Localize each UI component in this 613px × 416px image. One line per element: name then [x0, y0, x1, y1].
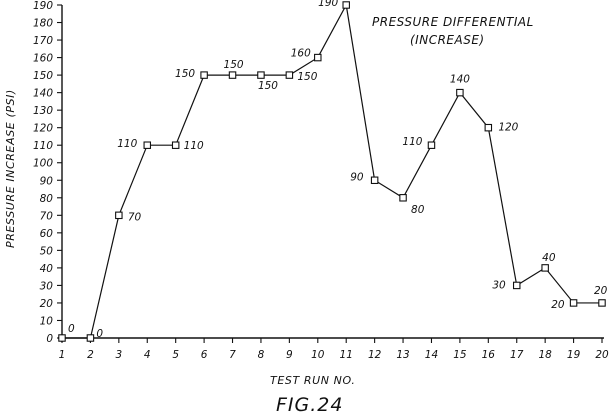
data-label: 20 [594, 285, 608, 297]
y-tick-label: 10 [40, 315, 54, 327]
y-tick-label: 190 [33, 0, 53, 12]
data-label: 90 [350, 171, 364, 183]
x-tick-label: 12 [368, 349, 382, 361]
series [58, 1, 606, 342]
y-tick-label: 90 [40, 175, 54, 187]
x-tick-label: 18 [538, 349, 552, 361]
data-point [115, 211, 123, 220]
x-tick-label: 19 [567, 349, 581, 361]
x-tick-label: 17 [510, 349, 524, 361]
y-axis-title: PRESSURE INCREASE (PSI) [4, 89, 17, 248]
data-label: 150 [175, 68, 195, 80]
data-point [456, 88, 464, 97]
x-tick-label: 13 [396, 349, 409, 361]
data-point [342, 1, 350, 9]
data-label: 40 [542, 252, 556, 264]
data-point [541, 264, 549, 272]
data-label: 120 [498, 122, 518, 134]
y-tick-label: 60 [40, 228, 54, 240]
y-tick-label: 150 [33, 70, 53, 82]
data-label: 150 [297, 71, 317, 83]
data-label: 30 [492, 279, 506, 291]
x-tick-label: 14 [425, 349, 438, 361]
data-point [598, 299, 606, 307]
x-tick-label: 15 [453, 349, 467, 361]
data-label: 150 [258, 80, 278, 92]
x-tick-label: 10 [311, 349, 325, 361]
axes [58, 5, 604, 342]
y-tick-label: 130 [33, 105, 53, 117]
data-point [257, 71, 265, 79]
figure-caption: FIG.24 [276, 394, 343, 416]
y-tick-label: 170 [33, 35, 53, 47]
data-label: 150 [224, 59, 244, 71]
data-point [427, 141, 436, 149]
y-tick-label: 70 [40, 210, 54, 222]
data-label: 190 [318, 0, 338, 9]
data-point [171, 141, 180, 149]
data-label: 110 [184, 140, 204, 152]
data-point [569, 299, 578, 307]
data-point [285, 71, 294, 79]
data-point [484, 123, 493, 132]
data-point [200, 71, 208, 79]
data-labels: 0 0 70 110 110 150 150 150 150 160 190 90 80 110 140 12… [68, 0, 608, 340]
x-tick-label: 8 [258, 349, 265, 361]
y-tick-label: 20 [40, 298, 54, 310]
x-tick-label: 2 [87, 349, 94, 361]
data-point [143, 141, 152, 149]
y-tick-label: 30 [40, 280, 54, 292]
y-tick-label: 0 [46, 333, 53, 345]
x-tick-label: 11 [340, 349, 353, 361]
data-point [512, 281, 521, 290]
x-tick-label: 20 [595, 349, 609, 361]
data-label: 160 [291, 48, 311, 60]
data-label: 20 [551, 299, 565, 311]
y-tick-label: 180 [33, 18, 53, 30]
series-line [62, 3, 602, 339]
y-tick-label: 100 [33, 158, 53, 170]
data-label: 70 [128, 211, 142, 223]
data-label: 0 [96, 328, 103, 340]
x-tick-label: 7 [229, 349, 236, 361]
y-tick-label: 160 [33, 53, 53, 65]
y-tick-label: 110 [33, 140, 53, 152]
x-tick-label: 5 [172, 349, 179, 361]
ticks: 0102030405060708090100110120130140150160… [33, 0, 609, 361]
x-tick-label: 1 [59, 349, 66, 361]
x-tick-label: 6 [201, 349, 208, 361]
x-tick-label: 16 [482, 349, 496, 361]
data-label: 110 [117, 138, 137, 150]
y-tick-label: 80 [40, 193, 54, 205]
data-label: 140 [450, 74, 470, 86]
data-label: 80 [411, 204, 425, 216]
data-point [314, 53, 322, 62]
y-tick-label: 140 [33, 88, 53, 100]
y-tick-label: 120 [33, 123, 53, 135]
data-label: 110 [402, 136, 422, 148]
data-point [86, 334, 95, 342]
x-tick-label: 9 [286, 349, 293, 361]
x-tick-label: 4 [144, 349, 151, 361]
data-point [58, 334, 66, 342]
x-tick-label: 3 [115, 349, 122, 361]
data-point [399, 194, 407, 202]
data-point [370, 176, 379, 185]
data-point [228, 71, 237, 79]
y-tick-label: 50 [40, 245, 54, 257]
y-tick-label: 40 [40, 263, 54, 275]
data-label: 0 [68, 323, 75, 335]
chart-title: PRESSURE DIFFERENTIAL [372, 15, 534, 29]
chart-subtitle: (INCREASE) [410, 33, 485, 47]
x-axis-title: TEST RUN NO. [270, 374, 355, 387]
